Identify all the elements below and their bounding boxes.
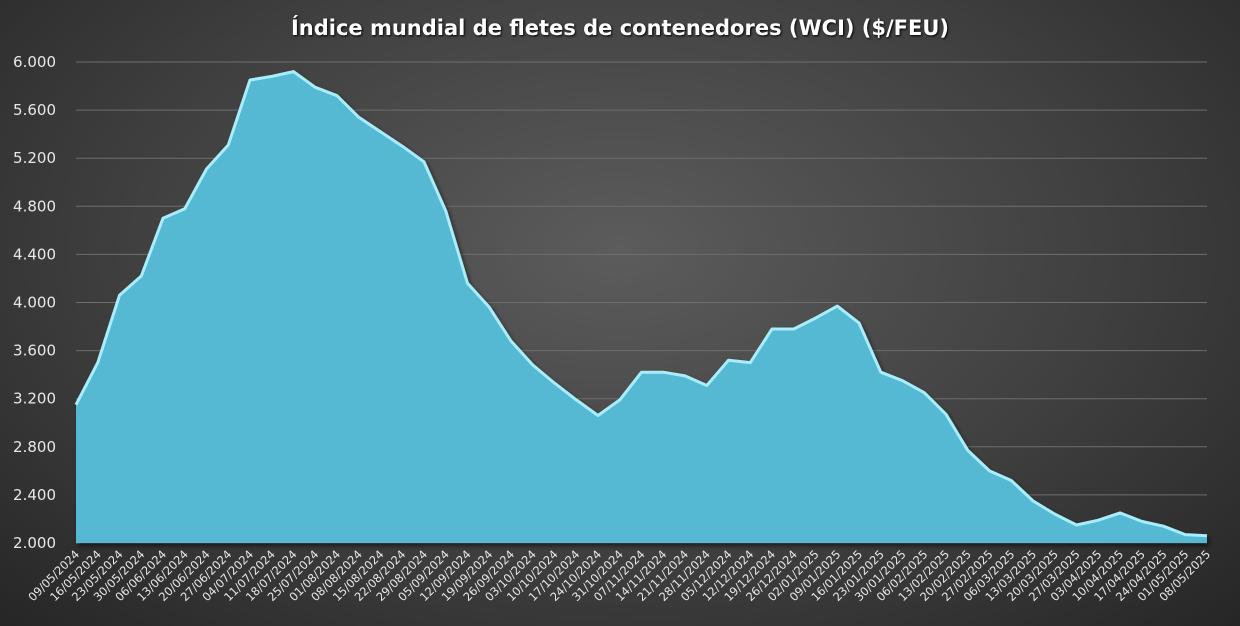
y-tick-label: 4.000 <box>13 294 56 312</box>
y-tick-label: 2.000 <box>13 534 56 552</box>
area-fill <box>76 71 1207 543</box>
x-axis: 09/05/202416/05/202423/05/202430/05/2024… <box>25 547 1213 604</box>
y-tick-label: 3.200 <box>13 390 56 408</box>
y-tick-label: 4.400 <box>13 245 56 263</box>
y-tick-label: 2.400 <box>13 486 56 504</box>
y-tick-label: 2.800 <box>13 438 56 456</box>
series-area <box>74 70 1208 543</box>
chart-title: Índice mundial de fletes de contenedores… <box>290 16 950 40</box>
y-tick-label: 5.600 <box>13 101 56 119</box>
y-axis: 2.000 2.400 2.800 3.200 3.600 4.000 4.400 4.800… <box>13 53 56 552</box>
y-tick-label: 4.800 <box>13 197 56 215</box>
area-edge-line <box>74 70 1208 538</box>
y-tick-label: 3.600 <box>13 342 56 360</box>
y-tick-label: 6.000 <box>13 53 56 71</box>
y-tick-label: 5.200 <box>13 149 56 167</box>
